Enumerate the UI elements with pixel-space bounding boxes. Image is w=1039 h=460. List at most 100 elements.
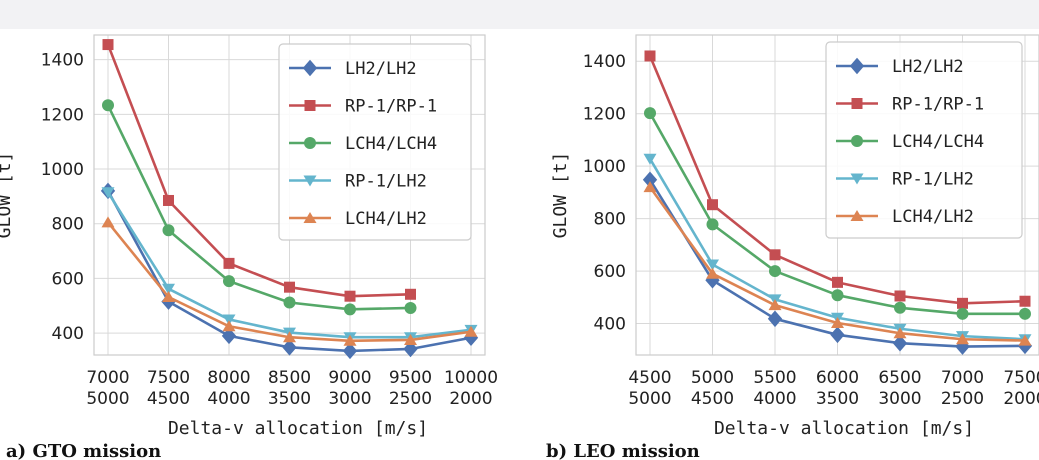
data-point — [162, 291, 175, 303]
x-tick-label-bottom: 5000 — [86, 389, 129, 409]
data-point — [343, 334, 357, 346]
legend-label: LH2/LH2 — [892, 57, 964, 77]
legend-marker — [304, 100, 316, 111]
legend-marker — [304, 137, 316, 149]
data-point — [223, 257, 235, 269]
chart-caption: b) LEO mission — [546, 441, 700, 460]
data-point — [831, 289, 844, 302]
x-tick-label-bottom: 5000 — [628, 389, 671, 409]
x-tick-label-bottom: 2000 — [1003, 389, 1039, 409]
legend-label: LCH4/LCH4 — [345, 134, 437, 154]
top-band — [0, 0, 1039, 29]
data-point — [707, 199, 718, 211]
data-point — [163, 194, 174, 206]
x-axis-label: Delta-v allocation [m/s] — [714, 418, 974, 439]
data-point — [101, 187, 115, 199]
y-tick-label: 1000 — [583, 157, 626, 177]
y-tick-label: 600 — [52, 269, 84, 289]
data-point — [405, 288, 416, 300]
data-point — [644, 107, 656, 120]
chart-leo: 4006008001000120014004500500050004500550… — [546, 34, 1039, 460]
chart-caption: a) GTO mission — [6, 441, 161, 460]
legend-label: LCH4/LH2 — [892, 207, 974, 227]
legend-marker — [851, 98, 863, 109]
x-tick-label-bottom: 3000 — [328, 389, 371, 409]
data-point — [221, 327, 237, 345]
legend-label: LCH4/LCH4 — [892, 132, 984, 152]
data-point — [282, 339, 297, 356]
data-point — [1018, 334, 1032, 346]
data-point — [1019, 307, 1031, 320]
legend-label: LH2/LH2 — [345, 59, 417, 79]
data-point — [769, 249, 781, 261]
data-point — [403, 340, 418, 358]
data-point — [404, 333, 417, 345]
data-point — [344, 303, 356, 316]
y-tick-label: 1200 — [41, 105, 84, 125]
x-tick-label-top: 7500 — [147, 368, 190, 388]
x-tick-label-top: 7000 — [941, 368, 984, 388]
data-point — [831, 317, 844, 328]
data-point — [706, 259, 719, 271]
legend-marker — [850, 210, 864, 221]
legend-label: RP-1/RP-1 — [345, 97, 437, 117]
data-point — [956, 307, 969, 320]
data-point — [464, 325, 478, 337]
data-point — [102, 99, 114, 112]
data-point — [706, 218, 719, 231]
y-axis-label: GLOW [t] — [0, 152, 15, 239]
y-tick-label: 400 — [52, 324, 84, 344]
y-tick-label: 800 — [594, 210, 626, 230]
x-tick-label-bottom: 2500 — [389, 389, 432, 409]
data-point — [101, 216, 115, 228]
data-point — [162, 224, 175, 237]
x-tick-label-top: 9500 — [389, 368, 432, 388]
legend-box — [825, 41, 1023, 239]
x-tick-label-bottom: 2500 — [941, 389, 984, 409]
data-point — [102, 39, 114, 51]
x-tick-label-top: 8000 — [207, 368, 250, 388]
legend-marker — [303, 175, 317, 187]
x-tick-label-bottom: 4500 — [691, 389, 734, 409]
legend-label: RP-1/LH2 — [892, 170, 974, 190]
x-tick-label-top: 7000 — [86, 368, 129, 388]
data-point — [894, 301, 906, 314]
data-point — [957, 297, 968, 309]
series-line — [106, 44, 411, 298]
data-point — [162, 283, 175, 295]
data-point — [644, 50, 656, 62]
y-axis-label: GLOW [t] — [550, 152, 571, 239]
data-point — [769, 265, 781, 278]
x-tick-label-top: 9000 — [328, 368, 371, 388]
data-point — [893, 327, 907, 339]
x-tick-label-bottom: 2000 — [449, 389, 492, 409]
legend-marker — [849, 57, 865, 75]
data-point — [643, 153, 657, 165]
x-tick-label-top: 5500 — [753, 368, 796, 388]
x-tick-label-top: 10000 — [444, 368, 498, 388]
data-point — [223, 275, 235, 288]
legend-marker — [303, 212, 317, 223]
y-tick-label: 600 — [594, 262, 626, 282]
series-line — [106, 104, 411, 311]
y-tick-label: 800 — [52, 215, 84, 235]
data-point — [342, 342, 358, 360]
x-tick-label-bottom: 3500 — [816, 389, 859, 409]
y-tick-label: 400 — [594, 315, 626, 335]
data-point — [832, 276, 843, 288]
legend-label: RP-1/RP-1 — [892, 95, 984, 115]
y-tick-label: 1200 — [583, 105, 626, 125]
x-tick-label-top: 6500 — [878, 368, 921, 388]
x-tick-label-bottom: 3000 — [878, 389, 921, 409]
y-tick-label: 1000 — [41, 160, 84, 180]
x-tick-label-top: 4500 — [628, 368, 671, 388]
data-point — [283, 296, 296, 309]
data-point — [1019, 295, 1031, 307]
x-tick-label-top: 6000 — [816, 368, 859, 388]
y-tick-label: 1400 — [583, 52, 626, 72]
legend-label: LCH4/LH2 — [345, 209, 427, 229]
x-tick-label-bottom: 4000 — [207, 389, 250, 409]
legend-marker — [851, 135, 863, 147]
data-point — [283, 331, 296, 343]
